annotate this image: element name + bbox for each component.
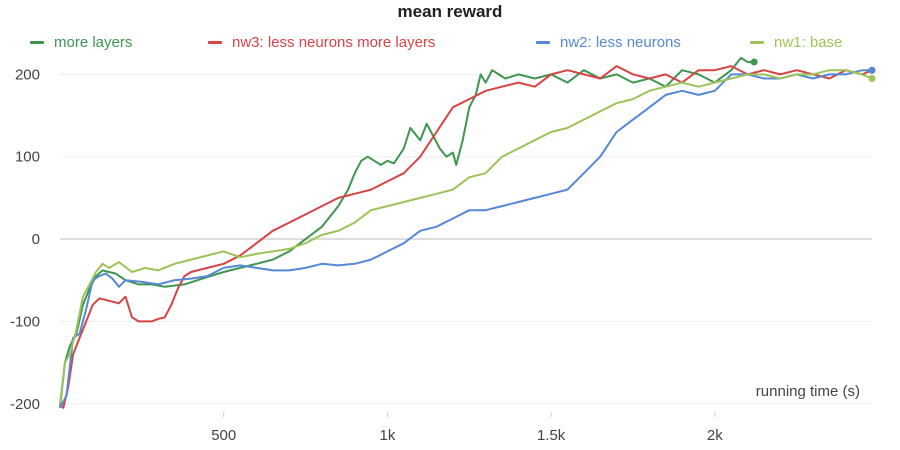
y-tick-label-0: -200 bbox=[10, 396, 40, 413]
legend-label-nw2: nw2: less neurons bbox=[560, 34, 681, 51]
legend-label-nw1: nw1: base bbox=[774, 34, 843, 51]
legend-swatch-nw3 bbox=[208, 41, 222, 44]
x-axis-label: running time (s) bbox=[756, 383, 860, 400]
series-endpoint-2 bbox=[868, 66, 876, 74]
y-tick-label-1: -100 bbox=[10, 313, 40, 330]
legend-swatch-nw1 bbox=[750, 41, 764, 44]
legend-item-nw2[interactable]: nw2: less neurons bbox=[536, 34, 681, 51]
legend-swatch-nw2 bbox=[536, 41, 550, 44]
series-endpoint-0 bbox=[750, 58, 758, 66]
series-layer bbox=[59, 56, 876, 409]
tick-labels: -200 -100 0 100 200 500 1k 1.5k 2k bbox=[10, 66, 723, 444]
x-tick-label-0: 500 bbox=[211, 427, 236, 444]
x-tick-label-1: 1k bbox=[379, 427, 395, 444]
legend-item-nw3[interactable]: nw3: less neurons more layers bbox=[208, 34, 435, 51]
y-tick-label-4: 200 bbox=[15, 66, 40, 83]
series-line-0 bbox=[59, 56, 755, 409]
legend-label-more-layers: more layers bbox=[54, 34, 133, 51]
y-tick-label-3: 100 bbox=[15, 149, 40, 166]
series-endpoint-3 bbox=[868, 74, 876, 82]
x-tick-label-2: 1.5k bbox=[537, 427, 566, 444]
legend-swatch-more-layers bbox=[30, 41, 44, 44]
x-tick-label-3: 2k bbox=[707, 427, 723, 444]
legend: more layers nw3: less neurons more layer… bbox=[0, 34, 900, 56]
legend-item-more-layers[interactable]: more layers bbox=[30, 34, 132, 51]
legend-label-nw3: nw3: less neurons more layers bbox=[232, 34, 436, 51]
series-line-3 bbox=[59, 69, 873, 404]
y-tick-label-2: 0 bbox=[32, 231, 40, 248]
legend-item-nw1[interactable]: nw1: base bbox=[750, 34, 842, 51]
series-line-1 bbox=[59, 65, 873, 409]
chart-title: mean reward bbox=[397, 2, 503, 21]
grid bbox=[60, 73, 872, 417]
